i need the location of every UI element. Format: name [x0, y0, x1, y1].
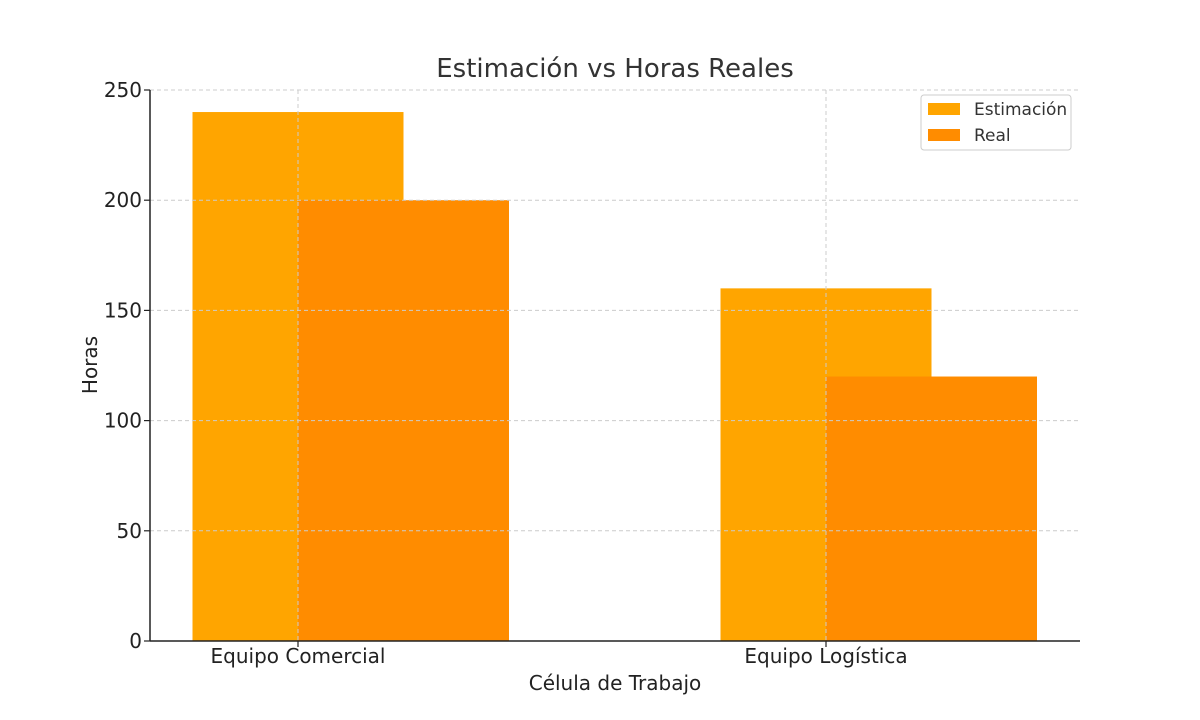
y-axis-label: Horas: [78, 336, 102, 394]
legend-swatch: [928, 103, 960, 115]
x-tick-label: Equipo Comercial: [211, 644, 386, 668]
x-tick-label: Equipo Logística: [744, 644, 907, 668]
legend-label: Estimación: [974, 100, 1067, 120]
y-tick-label: 50: [117, 519, 142, 543]
gridlines: [150, 89, 1080, 641]
y-tick-label: 250: [104, 78, 142, 102]
bar-real: [826, 376, 1037, 641]
tick-labels: 0 50 100 150 200 250 Equipo Comercial Equipo Lo…: [104, 78, 908, 668]
y-tick-label: 150: [104, 298, 142, 322]
legend-label: Real: [974, 126, 1011, 146]
bars: [192, 112, 1037, 642]
legend-swatch: [928, 129, 960, 141]
chart-title: Estimación vs Horas Reales: [436, 54, 794, 84]
y-tick-label: 0: [129, 629, 142, 653]
x-axis-label: Célula de Trabajo: [529, 671, 702, 695]
y-tick-label: 200: [104, 188, 142, 212]
y-tick-label: 100: [104, 409, 142, 433]
legend: Estimación Real: [920, 94, 1072, 151]
axes: [144, 89, 1080, 647]
